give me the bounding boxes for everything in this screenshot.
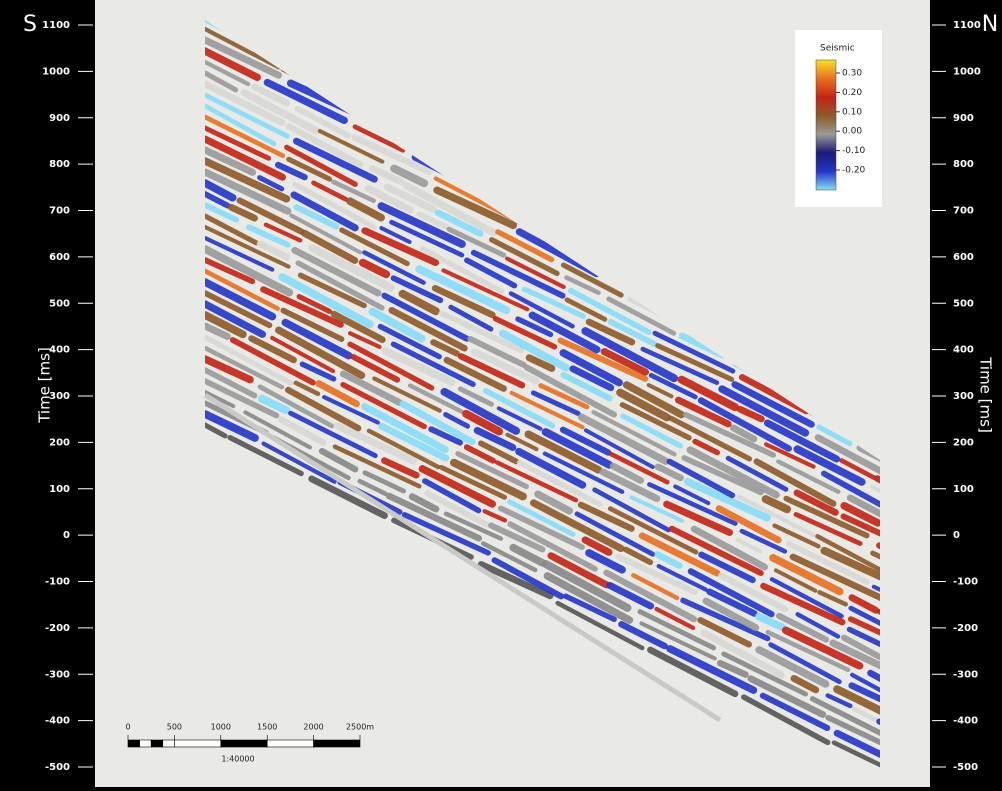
y-tick-label: -100	[953, 577, 978, 588]
colorbar-tick-label: -0.20	[842, 166, 866, 176]
y-tick-label: 200	[953, 437, 974, 448]
y-tick-label: 1100	[953, 20, 981, 31]
y-tick-label: 600	[49, 252, 70, 263]
y-tick-label: -500	[45, 762, 70, 773]
y-tick-label: -400	[953, 716, 978, 727]
scale-ratio: 1:40000	[221, 755, 254, 764]
y-tick-label: 400	[953, 345, 974, 356]
y-tick-label: 200	[49, 437, 70, 448]
y-tick-label: -200	[953, 623, 978, 634]
scale-segment	[151, 740, 163, 747]
y-tick-label: 1100	[42, 20, 70, 31]
colorbar	[816, 60, 836, 190]
colorbar-tick-label: 0.00	[842, 127, 862, 137]
scale-tick-label: 2000	[303, 723, 323, 732]
scale-segment	[314, 740, 360, 747]
y-tick-label: 800	[953, 159, 974, 170]
y-tick-label: 800	[49, 159, 70, 170]
scale-tick-label: 2500m	[346, 723, 374, 732]
page: S N Time [ms] Time [ms] Seismic 1100 1100…	[0, 0, 1002, 787]
y-tick-label: -200	[45, 623, 70, 634]
colorbar-tick-label: 0.30	[842, 69, 862, 79]
legend-box	[795, 30, 882, 207]
scale-tick-label: 0	[125, 723, 130, 732]
y-tick-label: 700	[49, 206, 70, 217]
y-tick-label: 500	[49, 298, 70, 309]
y-tick-label: 0	[953, 530, 960, 541]
y-tick-label: -500	[953, 762, 978, 773]
y-tick-label: 1000	[953, 66, 981, 77]
colorbar-tick-label: 0.10	[842, 107, 862, 117]
scale-tick-label: 500	[167, 723, 182, 732]
scale-segment	[128, 740, 140, 747]
y-tick-label: 0	[63, 530, 70, 541]
y-tick-label: -400	[45, 716, 70, 727]
y-tick-label: 500	[953, 298, 974, 309]
y-tick-label: 1000	[42, 66, 70, 77]
north-label: N	[982, 12, 998, 37]
y-tick-label: 600	[953, 252, 974, 263]
y-tick-label: 300	[49, 391, 70, 402]
y-tick-label: 900	[953, 113, 974, 124]
y-tick-label: 100	[953, 484, 974, 495]
scale-segment	[221, 740, 267, 747]
scale-segment	[163, 740, 175, 747]
scale-tick-label: 1500	[257, 723, 277, 732]
scale-segment	[267, 740, 313, 747]
y-tick-label: 900	[49, 113, 70, 124]
y-tick-label: -300	[45, 669, 70, 680]
chart: S N Time [ms] Time [ms] Seismic 1100 1100…	[0, 0, 1002, 787]
south-label: S	[23, 12, 37, 37]
scale-segment	[140, 740, 152, 747]
legend-title: Seismic	[820, 44, 855, 54]
y-tick-label: 100	[49, 484, 70, 495]
y-tick-label: -100	[45, 577, 70, 588]
y-tick-label: -300	[953, 669, 978, 680]
colorbar-tick-label: 0.20	[842, 88, 862, 98]
y-tick-label: 400	[49, 345, 70, 356]
scale-tick-label: 1000	[211, 723, 231, 732]
scale-segment	[174, 740, 220, 747]
y-axis-label: Time [ms]	[977, 356, 995, 433]
y-axis-label: Time [ms]	[36, 347, 54, 424]
y-tick-label: 700	[953, 206, 974, 217]
y-tick-label: 300	[953, 391, 974, 402]
colorbar-tick-label: -0.10	[842, 146, 866, 156]
